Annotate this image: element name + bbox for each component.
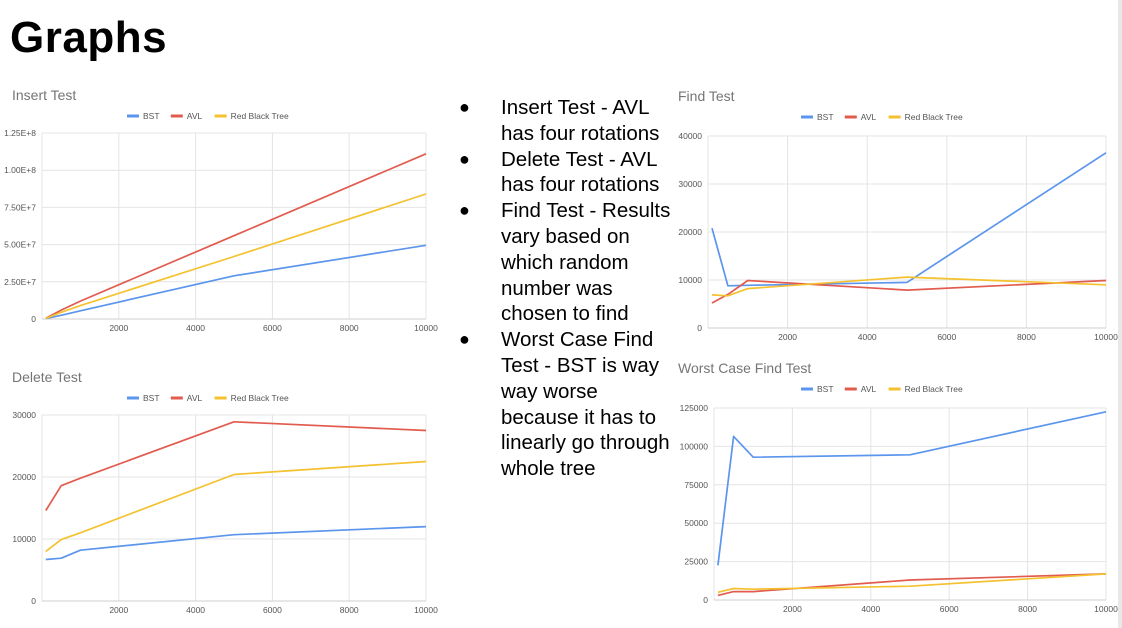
- y-tick-label: 40000: [678, 131, 702, 141]
- legend-label: AVL: [187, 111, 203, 121]
- bullet-icon: ●: [459, 329, 470, 350]
- worst-case-find-test-chart: Worst Case Find Test 2000 4000 6000 8000 100…: [666, 358, 1118, 620]
- y-tick-label: 30000: [12, 410, 36, 420]
- series-line-avl: [717, 573, 1107, 597]
- series-line-red-black-tree: [45, 460, 427, 553]
- delete-test-plot: 2000 4000 6000 8000 10000 0 10000 20000 30000 BST…: [12, 393, 438, 615]
- series-line-avl: [711, 279, 1107, 304]
- find-test-plot: 2000 4000 6000 8000 10000 0 10000 20000 30000 400…: [678, 112, 1118, 342]
- note-text: Insert Test - AVL has four rotations: [501, 96, 660, 145]
- x-tick-label: 2000: [778, 332, 797, 342]
- insert-test-plot: 2000 4000 6000 8000 10000 0 2.50E+7 5.00E+7 7.50…: [4, 111, 438, 333]
- y-tick-label: 100000: [680, 441, 709, 451]
- y-tick-label: 1.25E+8: [4, 128, 36, 138]
- y-tick-label: 1.00E+8: [4, 165, 36, 175]
- x-tick-label: 8000: [1018, 604, 1037, 614]
- delete-test-chart: Delete Test 2000 4000 6000 8000 10000 0 10000 2…: [0, 367, 440, 622]
- list-item: ● Delete Test - AVL has four rotations: [456, 147, 671, 199]
- x-tick-label: 8000: [340, 323, 359, 333]
- legend-label: BST: [817, 384, 834, 394]
- legend-label: BST: [143, 393, 160, 403]
- list-item: ● Insert Test - AVL has four rotations: [456, 95, 671, 147]
- y-tick-label: 50000: [684, 518, 708, 528]
- legend-label: BST: [817, 112, 834, 122]
- list-item: ● Find Test - Results vary based on which…: [456, 198, 671, 327]
- bullet-icon: ●: [459, 200, 470, 221]
- legend-label: Red Black Tree: [231, 393, 289, 403]
- series-line-bst: [711, 152, 1107, 287]
- y-tick-label: 25000: [684, 557, 708, 567]
- bullet-icon: ●: [459, 97, 470, 117]
- x-tick-label: 6000: [263, 605, 282, 615]
- note-text: Worst Case Find Test - BST is way way wo…: [501, 328, 670, 481]
- series-line-avl: [45, 420, 427, 511]
- x-tick-label: 10000: [1094, 604, 1118, 614]
- x-tick-label: 4000: [186, 605, 205, 615]
- y-tick-label: 10000: [678, 275, 702, 285]
- note-text: Find Test - Results vary based on which …: [501, 199, 671, 326]
- legend-label: BST: [143, 111, 160, 121]
- x-tick-label: 6000: [940, 604, 959, 614]
- y-tick-label: 0: [697, 323, 702, 333]
- y-tick-label: 0: [703, 595, 708, 605]
- chart-title: Worst Case Find Test: [678, 360, 812, 376]
- y-tick-label: 125000: [680, 403, 709, 413]
- legend-label: Red Black Tree: [905, 112, 963, 122]
- page-title: Graphs: [10, 13, 168, 62]
- x-tick-label: 4000: [858, 332, 877, 342]
- list-item: ● Worst Case Find Test - BST is way way w…: [456, 327, 671, 482]
- x-tick-label: 2000: [109, 605, 128, 615]
- x-tick-label: 4000: [861, 604, 880, 614]
- legend-label: AVL: [861, 112, 877, 122]
- chart-title: Delete Test: [12, 369, 82, 385]
- x-tick-label: 4000: [186, 323, 205, 333]
- x-tick-label: 8000: [1017, 332, 1036, 342]
- legend-label: Red Black Tree: [231, 111, 289, 121]
- series-line-red-black-tree: [711, 276, 1107, 297]
- y-tick-label: 0: [31, 596, 36, 606]
- note-text: Delete Test - AVL has four rotations: [501, 147, 660, 197]
- y-tick-label: 20000: [678, 227, 702, 237]
- legend-label: AVL: [187, 393, 203, 403]
- y-tick-label: 7.50E+7: [4, 202, 36, 212]
- y-tick-label: 10000: [12, 534, 36, 544]
- chart-title: Find Test: [678, 88, 735, 104]
- x-tick-label: 6000: [937, 332, 956, 342]
- series-line-red-black-tree: [45, 193, 427, 320]
- find-test-chart: Find Test 2000 4000 6000 8000 10000 0 10000 200…: [666, 86, 1118, 348]
- series-line-red-black-tree: [717, 573, 1107, 594]
- legend-label: AVL: [861, 384, 877, 394]
- y-tick-label: 75000: [684, 480, 708, 490]
- y-tick-label: 0: [31, 314, 36, 324]
- x-tick-label: 10000: [414, 605, 438, 615]
- series-line-bst: [45, 525, 427, 561]
- x-tick-label: 2000: [109, 323, 128, 333]
- x-tick-label: 6000: [263, 323, 282, 333]
- y-tick-label: 20000: [12, 472, 36, 482]
- worst-case-find-test-plot: 2000 4000 6000 8000 100000250005000075000100…: [680, 384, 1118, 614]
- slide-edge: [1118, 0, 1122, 628]
- chart-title: Insert Test: [12, 87, 77, 103]
- x-tick-label: 8000: [340, 605, 359, 615]
- insert-test-chart: Insert Test 2000 4000 6000 8000 10000 0 2.50E+…: [0, 85, 440, 340]
- series-line-bst: [717, 410, 1107, 566]
- y-tick-label: 30000: [678, 179, 702, 189]
- x-tick-label: 10000: [1094, 332, 1118, 342]
- x-tick-label: 10000: [414, 323, 438, 333]
- bullet-icon: ●: [459, 148, 470, 169]
- legend-label: Red Black Tree: [905, 384, 963, 394]
- y-tick-label: 2.50E+7: [4, 277, 36, 287]
- notes-list: ● Insert Test - AVL has four rotations ● D…: [456, 95, 671, 482]
- series-line-bst: [45, 244, 427, 320]
- x-tick-label: 2000: [783, 604, 802, 614]
- series-line-avl: [45, 153, 427, 320]
- y-tick-label: 5.00E+7: [4, 240, 36, 250]
